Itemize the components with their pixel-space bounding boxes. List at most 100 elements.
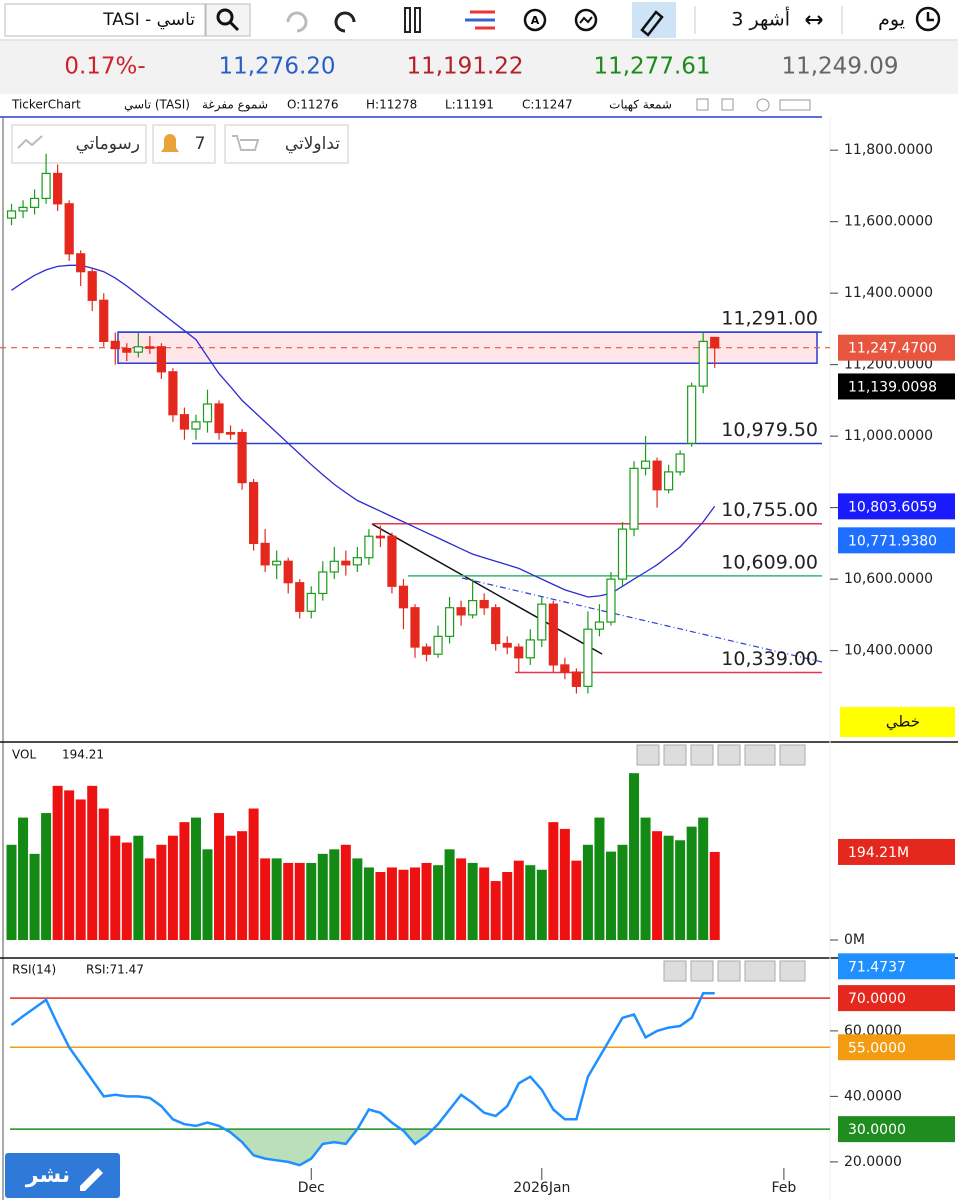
candle-body — [295, 582, 305, 612]
candle-body — [237, 431, 247, 484]
volume-bar — [340, 844, 351, 940]
volume-bar — [260, 858, 271, 940]
candle-body — [18, 206, 28, 212]
volume-bar — [6, 844, 17, 940]
volume-bar — [306, 862, 317, 940]
trades-button[interactable]: تداولاتي — [224, 124, 349, 164]
panel-controls[interactable] — [636, 744, 806, 766]
volume-bar — [559, 828, 570, 940]
candle-body — [329, 560, 339, 573]
volume-bar — [329, 849, 340, 940]
svg-text:A: A — [531, 14, 540, 27]
candle-body — [272, 560, 282, 566]
y-tick-label: 11,800.0000 — [844, 142, 933, 158]
candle-body — [410, 607, 420, 648]
period-selector[interactable]: 3 أشهر — [731, 7, 823, 31]
candle-body — [560, 664, 570, 673]
volume-bar — [652, 831, 663, 940]
volume-bar — [202, 849, 213, 940]
candle-body — [179, 414, 190, 430]
source: TickerChart — [11, 98, 81, 112]
scale-button[interactable] — [840, 707, 955, 737]
rsi-level-label-text: 70.0000 — [848, 991, 906, 1007]
volume-bar — [629, 773, 640, 940]
volume-bar — [386, 867, 397, 940]
volume-bar — [167, 835, 178, 940]
quote-value: 11,276.20 — [218, 54, 335, 80]
candle-body — [502, 642, 512, 648]
share-button[interactable]: نشر — [5, 1153, 120, 1198]
volume-bar — [467, 862, 478, 940]
volume-bar — [675, 840, 686, 940]
ohlc: H:11278 — [366, 98, 417, 112]
volume-bar — [490, 881, 501, 940]
volume-bar — [479, 867, 490, 940]
indicators[interactable] — [404, 7, 421, 33]
candle-body — [41, 172, 51, 200]
candle-body — [306, 592, 316, 612]
volume-bar — [294, 862, 305, 940]
panel-controls[interactable] — [696, 98, 811, 112]
volume-bar — [98, 808, 109, 940]
search-button[interactable] — [205, 3, 251, 37]
level-label: 10,609.00 — [721, 551, 818, 573]
candle-body — [675, 453, 685, 473]
chart-style: شموع مفرغة — [202, 98, 268, 113]
symbol-search[interactable] — [4, 3, 206, 37]
volume-bar — [605, 851, 616, 940]
symbol: TASI - تاسي — [102, 10, 195, 30]
chart-type[interactable] — [574, 8, 598, 32]
x-tick-label: Feb — [771, 1180, 796, 1196]
rsi-level-label-text: 55.0000 — [848, 1040, 906, 1056]
interval-selector[interactable]: يوم — [878, 6, 941, 32]
volume-bar — [640, 817, 651, 940]
volume-bar — [582, 844, 593, 940]
volume-bar — [75, 799, 86, 940]
alerts-button[interactable]: 7 — [152, 124, 216, 164]
volume-bar — [18, 817, 29, 940]
volume-bar — [548, 822, 559, 940]
auto-scale[interactable]: A — [523, 8, 547, 32]
drawings-label: رسوماتي — [76, 134, 140, 154]
candle-body — [606, 578, 616, 623]
drawing-tool[interactable] — [632, 2, 676, 38]
price-label-text: 11,247.4700 — [848, 341, 937, 357]
candle-body — [491, 607, 501, 645]
price-label — [838, 527, 955, 554]
volume-bar — [271, 858, 282, 940]
candle-body — [421, 646, 432, 655]
price-label-text: 11,139.0098 — [848, 379, 937, 395]
price-label-text: 10,771.9380 — [848, 533, 937, 549]
candle-body — [364, 535, 374, 559]
candle-body — [398, 585, 409, 609]
panel-legend: RSI:71.47 — [86, 963, 144, 977]
candle-body — [456, 607, 466, 616]
candle-body — [6, 210, 17, 219]
redo[interactable] — [334, 11, 356, 33]
rsi-level-label — [838, 1034, 955, 1061]
candle-body — [64, 203, 74, 255]
compare[interactable] — [465, 10, 495, 30]
candle-body — [156, 346, 166, 373]
volume-bar — [398, 869, 409, 940]
candle-body — [214, 403, 224, 434]
trend-line — [371, 523, 603, 655]
volume-bar — [617, 844, 628, 940]
x-tick-label: Dec — [298, 1180, 325, 1196]
quote-value: 11,191.22 — [406, 54, 523, 80]
instrument: تاسي (TASI) — [124, 98, 190, 112]
quote-value: 11,249.09 — [781, 54, 898, 80]
candle-body — [594, 621, 605, 630]
volume-bar — [375, 871, 386, 940]
panel-controls[interactable] — [663, 960, 806, 982]
drawings-button[interactable]: رسوماتي — [11, 124, 147, 164]
candle-body — [133, 346, 143, 353]
candle-body — [168, 371, 178, 416]
candle-body — [318, 571, 328, 595]
candle-body — [537, 603, 547, 641]
price-label — [838, 373, 955, 400]
volume-bar — [594, 817, 605, 940]
undo[interactable] — [286, 11, 308, 33]
price-label-text: 10,803.6059 — [848, 499, 937, 515]
